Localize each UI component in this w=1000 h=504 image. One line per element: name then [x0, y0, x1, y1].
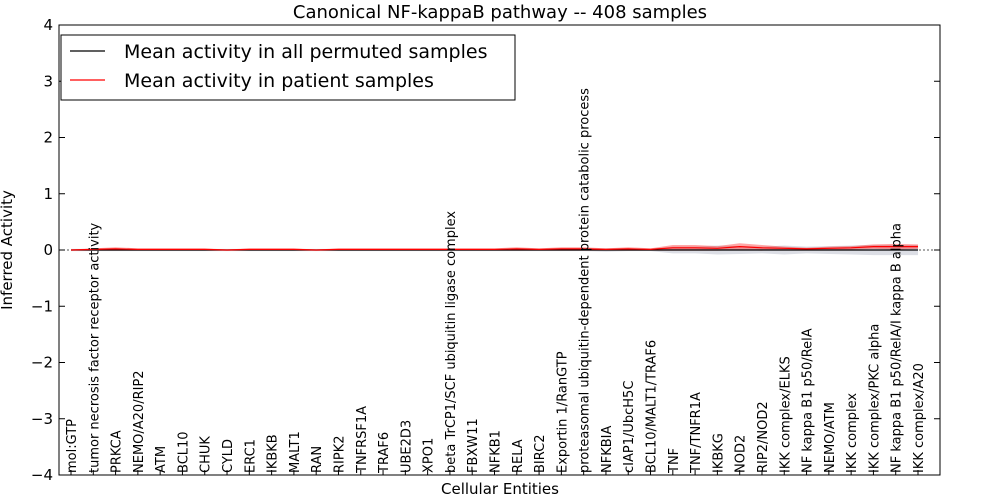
x-tick-label: TNF: [667, 448, 682, 474]
x-tick-label: NF kappa B1 p50/RelA: [801, 328, 816, 473]
legend-box: [60, 34, 516, 101]
y-tick-label: −1: [31, 297, 53, 315]
legend-label-permuted: Mean activity in all permuted samples: [124, 41, 487, 63]
x-tick-label: IKK complex/A20: [912, 363, 927, 473]
chart-title: Canonical NF-kappaB pathway -- 408 sampl…: [293, 2, 707, 23]
patient-mean-line: [70, 245, 918, 251]
y-axis-label: Inferred Activity: [0, 190, 16, 310]
x-tick-label: CHUK: [199, 436, 214, 473]
x-tick-label: IKK complex/PKC alpha: [867, 324, 882, 473]
y-tick-label: −2: [31, 354, 53, 372]
x-tick-label: NEMO/ATM: [823, 402, 838, 473]
x-tick-label: NOD2: [734, 435, 749, 473]
x-tick-label: RAN: [310, 446, 325, 473]
x-tick-label: RELA: [511, 439, 526, 473]
x-tick-label: ATM: [154, 446, 169, 473]
x-tick-label: UBE2D3: [399, 420, 414, 473]
x-tick-label: BCL10: [176, 431, 191, 473]
x-tick-label: IKBKB: [266, 434, 281, 473]
y-tick-label: 0: [43, 241, 53, 259]
x-tick-label: BCL10/MALT1/TRAF6: [645, 340, 660, 473]
x-tick-label: IKBKG: [711, 433, 726, 473]
x-tick-label: beta TrCP1/SCF ubiquitin ligase complex: [444, 211, 459, 473]
patient-confidence-band: [71, 243, 918, 251]
x-tick-label: RIP2/NOD2: [756, 401, 771, 473]
x-tick-label: NFKBIA: [600, 426, 615, 473]
x-tick-label: Exportin 1/RanGTP: [555, 351, 570, 473]
y-tick-label: −3: [31, 410, 53, 428]
legend-label-patient: Mean activity in patient samples: [124, 70, 434, 92]
x-tick-label: CYLD: [221, 439, 236, 473]
x-tick-label: NEMO/A20/RIP2: [132, 370, 147, 473]
x-tick-label: BIRC2: [533, 435, 548, 474]
y-tick-label: −4: [31, 466, 53, 484]
x-tick-label: MALT1: [288, 431, 303, 473]
plot-layer: −4 −3 −2 −1 0 1 2 3 4 mol:GTP tumor necrosis facto…: [31, 16, 941, 484]
x-tick-label: mol:GTP: [65, 419, 80, 473]
x-tick-label: TNFRSF1A: [355, 406, 370, 474]
x-tick-label: NF kappa B1 p50/RelA/I kappa B alpha: [890, 223, 905, 473]
x-tick-label: RIPK2: [332, 435, 347, 473]
x-tick-label: IKK complex: [845, 393, 860, 473]
y-tick-label: 4: [43, 16, 53, 34]
x-tick-label: tumor necrosis factor receptor activity: [87, 222, 102, 473]
x-tick-label: ERC1: [243, 439, 258, 473]
x-tick-label: cIAP1/UbcH5C: [622, 381, 637, 473]
y-tick-label: 2: [43, 129, 53, 147]
x-axis-label: Cellular Entities: [441, 480, 559, 498]
x-tick-label: XPO1: [422, 438, 437, 473]
x-tick-label: IKK complex/ELKS: [778, 356, 793, 473]
y-tick-label: 3: [43, 72, 53, 90]
x-tick-label: TNF/TNFR1A: [689, 392, 704, 474]
legend: Mean activity in all permuted samples Me…: [60, 34, 516, 101]
y-tick-label: 1: [43, 185, 53, 203]
x-tick-label: proteasomal ubiquitin-dependent protein …: [578, 88, 593, 473]
x-tick-label: NFKB1: [489, 430, 504, 473]
x-tick-label: FBXW11: [466, 418, 481, 473]
x-tick-label: PRKCA: [110, 430, 125, 473]
x-tick-label: TRAF6: [377, 432, 392, 474]
